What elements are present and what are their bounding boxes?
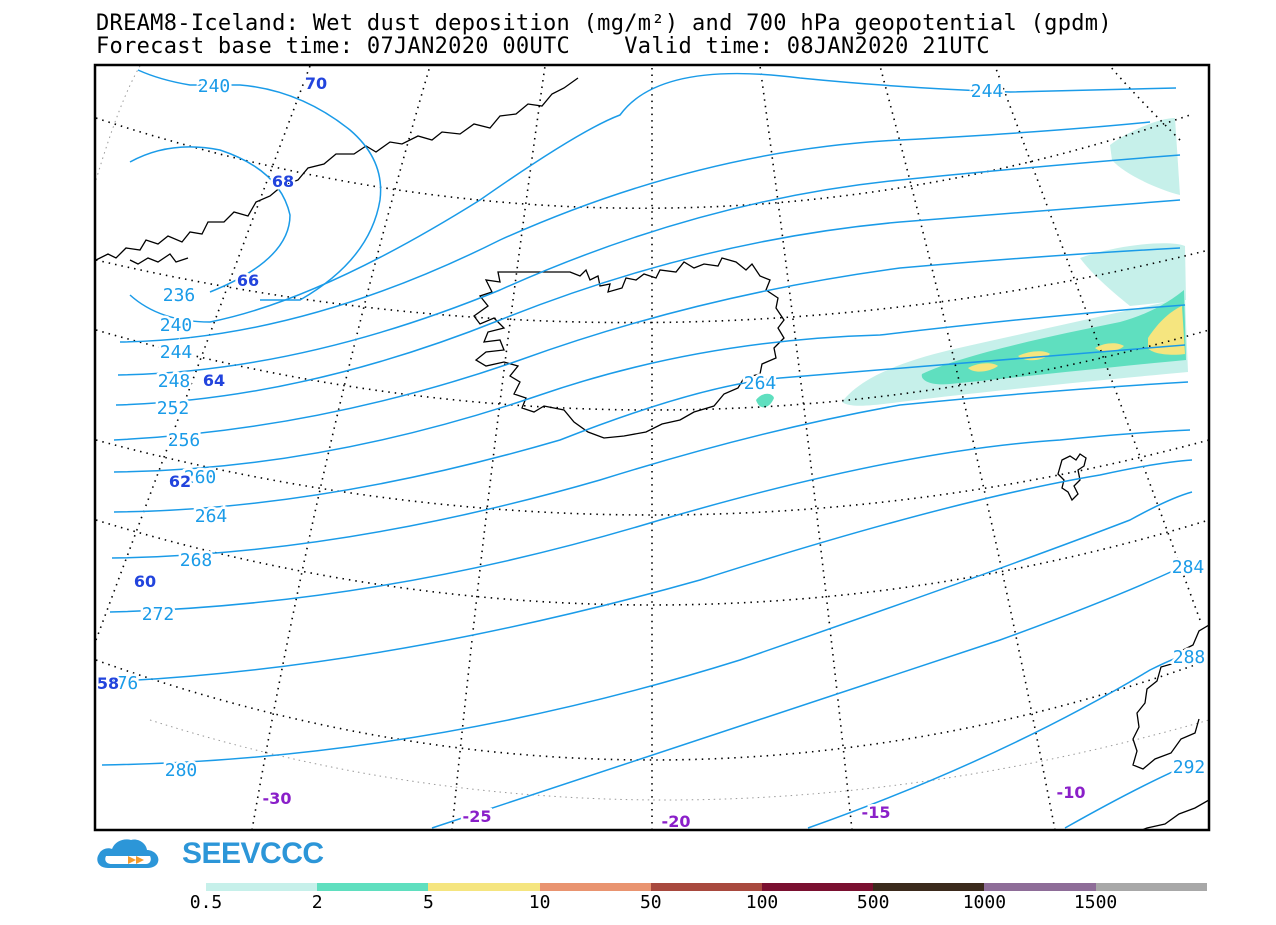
contour-line bbox=[807, 649, 1201, 829]
legend-swatch bbox=[1095, 883, 1207, 891]
legend-label: 2 bbox=[311, 892, 323, 913]
contour-line bbox=[137, 69, 382, 301]
legend-label: 1000 bbox=[962, 892, 1007, 913]
longitude-labels: -30 -25 -20 -15 -10 bbox=[260, 781, 1088, 834]
dust-area-yellow bbox=[968, 363, 998, 372]
dust-deposition-shading bbox=[756, 118, 1188, 408]
legend-swatch bbox=[650, 883, 762, 891]
graticule bbox=[95, 65, 1209, 830]
contour-line bbox=[113, 344, 1186, 513]
legend-swatch bbox=[984, 883, 1096, 891]
contour-line bbox=[129, 72, 1177, 323]
longitude-label: -20 bbox=[662, 812, 691, 831]
contour-label: 264 bbox=[744, 373, 777, 394]
latitude-labels: 70 68 66 64 62 60 58 bbox=[94, 72, 329, 696]
contour-label: 252 bbox=[157, 398, 190, 419]
map-frame bbox=[93, 63, 1211, 832]
norway-coast bbox=[1140, 799, 1209, 830]
logo-text: SEEVCCC bbox=[182, 837, 324, 870]
latitude-label: 64 bbox=[203, 371, 225, 390]
longitude-label: -10 bbox=[1057, 783, 1086, 802]
contour-line bbox=[117, 154, 1181, 376]
graticule-faint bbox=[95, 65, 1209, 801]
meridian-line bbox=[1109, 65, 1181, 141]
contour-label: 240 bbox=[198, 76, 231, 97]
chart-title: DREAM8-Iceland: Wet dust deposition (mg/… bbox=[96, 11, 1112, 36]
contour-label: 264 bbox=[195, 506, 228, 527]
meridian-line bbox=[879, 65, 1056, 830]
parallel-line bbox=[95, 114, 1191, 210]
latitude-label: 58 bbox=[97, 674, 119, 693]
contour-line bbox=[113, 247, 1181, 441]
geopotential-contours bbox=[99, 69, 1201, 829]
legend-swatch bbox=[539, 883, 651, 891]
contour-label: 240 bbox=[160, 315, 193, 336]
norway-coast bbox=[1132, 624, 1209, 770]
contour-line bbox=[129, 146, 291, 293]
contour-line bbox=[119, 121, 1151, 343]
dust-area-yellow bbox=[1095, 343, 1124, 352]
longitude-label: -25 bbox=[463, 807, 492, 826]
legend-label: 10 bbox=[528, 892, 551, 913]
contour-line bbox=[101, 491, 1193, 766]
legend-label: 0.5 bbox=[189, 892, 223, 913]
longitude-label: -15 bbox=[862, 803, 891, 822]
faroe-islands bbox=[1057, 453, 1087, 502]
contour-label: 268 bbox=[180, 550, 213, 571]
contour-line bbox=[113, 304, 1186, 473]
dust-area-light bbox=[1110, 118, 1180, 195]
iceland-coast bbox=[473, 257, 785, 439]
latitude-label: 68 bbox=[272, 172, 294, 191]
legend-swatch bbox=[428, 883, 540, 891]
legend-label: 100 bbox=[745, 892, 779, 913]
greenland-coast bbox=[95, 77, 579, 261]
contour-line bbox=[99, 459, 1193, 683]
contour-line bbox=[109, 429, 1191, 613]
contour-line bbox=[1064, 759, 1201, 829]
latitude-label: 66 bbox=[237, 271, 259, 290]
legend-label: 500 bbox=[856, 892, 890, 913]
legend-label: 1500 bbox=[1073, 892, 1118, 913]
contour-label: 288 bbox=[1173, 647, 1206, 668]
forecast-times: Forecast base time: 07JAN2020 00UTC Vali… bbox=[96, 34, 990, 59]
legend-swatch bbox=[317, 883, 429, 891]
latitude-label: 60 bbox=[134, 572, 156, 591]
legend-label: 5 bbox=[422, 892, 434, 913]
coastlines bbox=[95, 77, 1209, 830]
contour-label: 244 bbox=[971, 81, 1004, 102]
contour-line bbox=[431, 569, 1176, 829]
contour-label: 280 bbox=[165, 760, 198, 781]
legend-label: 50 bbox=[639, 892, 662, 913]
legend-swatch bbox=[761, 883, 874, 891]
contour-label: 244 bbox=[160, 342, 193, 363]
longitude-label: -30 bbox=[263, 789, 292, 808]
contour-label: 272 bbox=[142, 604, 175, 625]
color-legend bbox=[206, 883, 1207, 891]
contour-label: 284 bbox=[1172, 557, 1205, 578]
dust-area-yellow bbox=[1148, 306, 1185, 355]
contour-label: 276 bbox=[106, 673, 139, 694]
dust-area-light bbox=[1080, 243, 1186, 306]
contour-label: 256 bbox=[168, 430, 201, 451]
dust-area-medium bbox=[756, 393, 774, 408]
contour-labels: 240 244 236 240 244 248 252 256 260 264 268 272 276 2… bbox=[103, 74, 1208, 784]
parallel-line bbox=[95, 249, 1209, 324]
legend-swatch bbox=[206, 883, 318, 891]
latitude-label: 70 bbox=[305, 74, 327, 93]
cloud-logo-icon bbox=[97, 839, 159, 868]
meridian-line bbox=[994, 65, 1201, 621]
contour-label: 236 bbox=[163, 285, 196, 306]
contour-line bbox=[115, 199, 1181, 406]
latitude-label: 62 bbox=[169, 472, 191, 491]
legend-swatch bbox=[873, 883, 985, 891]
contour-label: 260 bbox=[184, 467, 217, 488]
contour-label: 248 bbox=[158, 371, 191, 392]
contour-line bbox=[111, 381, 1189, 559]
greenland-coast bbox=[129, 253, 189, 265]
contour-label: 292 bbox=[1173, 757, 1206, 778]
